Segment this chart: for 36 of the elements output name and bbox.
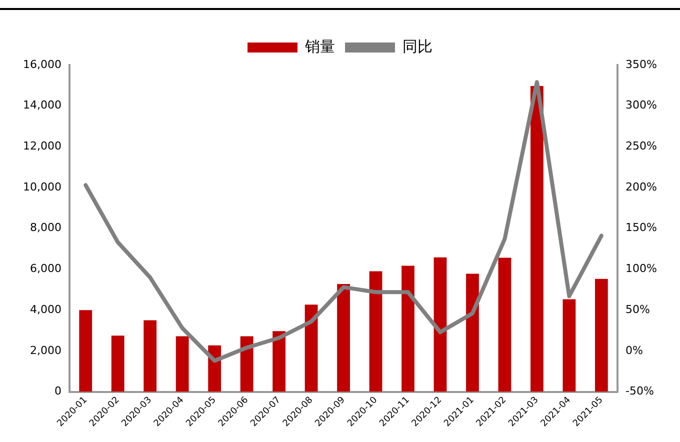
y2-tick-label: 350% [626, 58, 658, 71]
y2-tick-label: 50% [626, 302, 650, 316]
bar [530, 86, 544, 392]
y2-tick-label: 200% [626, 180, 658, 194]
y-tick-label: 16,000 [22, 58, 62, 71]
y2-tick-label: 250% [626, 140, 658, 153]
y-tick-label: 6,000 [30, 262, 62, 276]
bar [402, 266, 414, 392]
legend-label: 同比 [402, 37, 432, 56]
bar [144, 320, 157, 392]
y2-tick-label: -50% [626, 384, 654, 398]
bar [111, 336, 124, 392]
bar [304, 304, 318, 392]
bar [562, 299, 576, 392]
y-tick-label: 10,000 [22, 180, 62, 194]
bar [434, 257, 447, 392]
y-tick-label: 8,000 [30, 221, 62, 234]
y-tick-label: 2,000 [30, 344, 62, 357]
bar [498, 258, 512, 392]
bar [337, 284, 350, 392]
y-tick-label: 14,000 [22, 98, 62, 112]
bar [176, 336, 189, 392]
y2-tick-label: 0% [626, 344, 644, 357]
y-tick-label: 0 [54, 384, 62, 398]
y-tick-label: 12,000 [22, 140, 62, 153]
bar [240, 336, 254, 392]
bar [466, 274, 479, 392]
bar [272, 331, 286, 392]
y2-tick-label: 300% [626, 98, 658, 112]
bar [369, 271, 382, 392]
y2-tick-label: 150% [626, 221, 658, 234]
y2-tick-label: 100% [626, 262, 658, 276]
bar [594, 278, 608, 392]
legend-label: 销量 [304, 37, 335, 56]
y-tick-label: 4,000 [30, 302, 62, 316]
bar [79, 310, 92, 392]
